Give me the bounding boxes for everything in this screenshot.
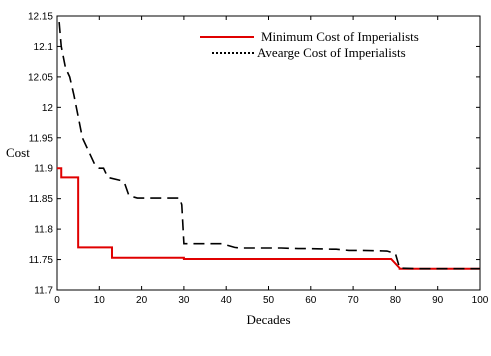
x-tick-label: 30 — [178, 295, 190, 306]
x-tick-label: 40 — [221, 295, 233, 306]
y-tick-label: 11.75 — [29, 255, 54, 266]
x-axis-label: Decades — [246, 312, 290, 327]
x-tick-label: 70 — [348, 295, 360, 306]
x-tick-label: 60 — [305, 295, 317, 306]
series-layer — [57, 22, 480, 270]
y-tick-label: 12.05 — [28, 72, 53, 83]
legend-label-min-cost: Minimum Cost of Imperialists — [261, 29, 419, 44]
y-axis-label: Cost — [6, 145, 30, 160]
x-tick-label: 90 — [432, 295, 444, 306]
x-tick-label: 80 — [390, 295, 402, 306]
x-tick-label: 20 — [136, 295, 148, 306]
legend-label-avg-cost: Avearge Cost of Imperialists — [257, 45, 406, 60]
x-tick-label: 50 — [263, 295, 275, 306]
y-tick-label: 11.95 — [29, 133, 54, 144]
plot-area — [56, 15, 481, 291]
series-line-min-cost — [57, 167, 480, 270]
y-tick-label: 11.9 — [34, 164, 53, 175]
y-tick-label: 11.85 — [29, 194, 54, 205]
x-tick-label: 0 — [54, 295, 60, 306]
y-tick-label: 11.8 — [34, 225, 53, 236]
ticks-layer: 0 10 20 30 40 50 60 70 80 90 100 11.7 11.75 11.8 11.85… — [28, 12, 489, 307]
y-tick-label: 12.1 — [34, 42, 54, 53]
y-tick-label: 12 — [42, 103, 54, 114]
y-tick-label: 11.7 — [34, 286, 53, 297]
y-tick-label: 12.15 — [28, 12, 53, 23]
series-line-avg-cost — [58, 22, 480, 270]
legend: Minimum Cost of Imperialists Avearge Cos… — [200, 29, 419, 60]
x-tick-label: 10 — [94, 295, 106, 306]
x-tick-label: 100 — [472, 295, 489, 306]
